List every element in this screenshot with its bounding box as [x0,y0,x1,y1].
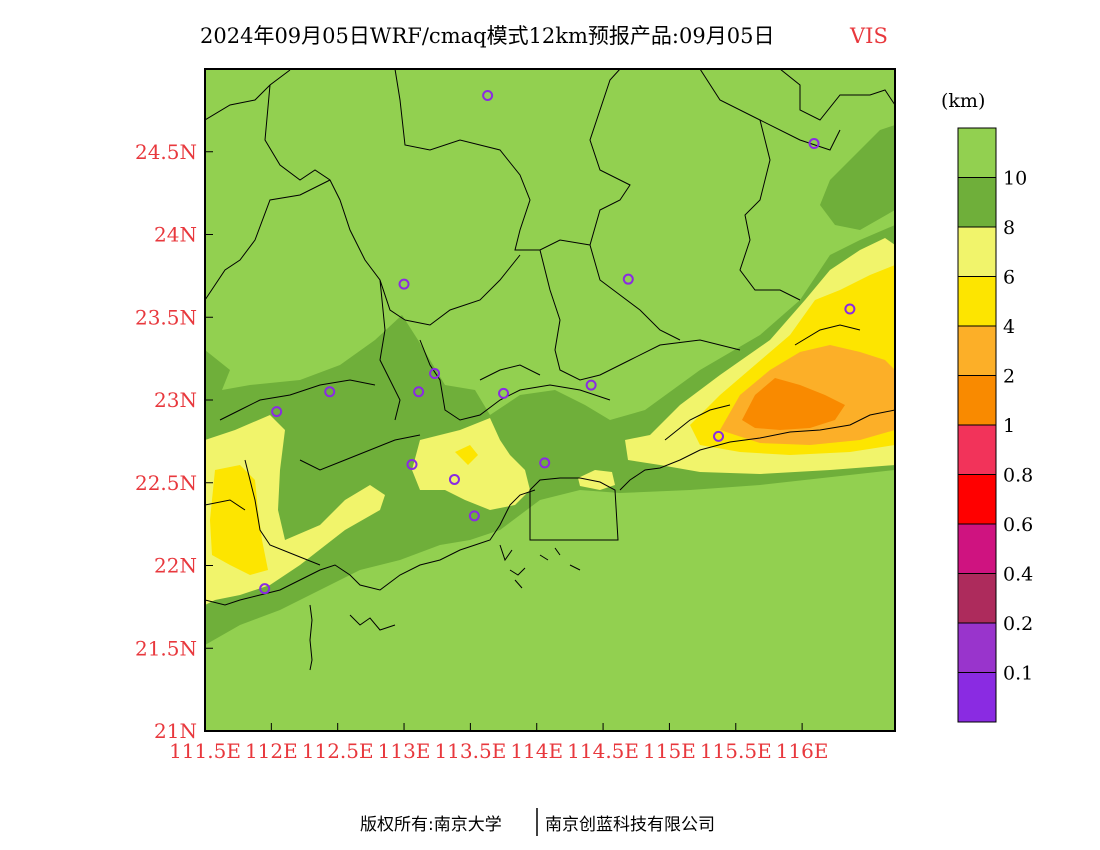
vis-band-1 [742,378,845,430]
city-marker [498,387,510,399]
city-marker [844,303,856,315]
x-tick-label: 115.5E [700,739,772,763]
legend-label: 4 [1003,316,1015,338]
admin-boundaries [205,69,895,566]
city-marker [429,368,441,380]
legend-swatch [957,276,997,327]
legend-label: 0.6 [1003,514,1033,536]
x-tick-label: 114E [510,739,563,763]
city-marker [539,457,551,469]
legend-swatch [957,375,997,426]
x-tick-label: 115E [643,739,696,763]
y-axis: 21N 21.5N 22N 22.5N 23N 23.5N 24N 24.5N [135,140,213,743]
city-marker [482,89,494,101]
legend-swatch [957,523,997,574]
legend-swatch [957,127,997,178]
city-marker [259,583,271,595]
city-marker [413,386,425,398]
city-marker [713,430,725,442]
legend-swatch [957,177,997,228]
x-tick-label: 116E [776,739,829,763]
y-tick-label: 22.5N [135,471,197,495]
x-tick-label: 112E [245,739,298,763]
city-marker [324,386,336,398]
x-tick-label: 112.5E [302,739,374,763]
vis-band-6-prd [412,418,530,510]
legend-label: 0.4 [1003,564,1033,586]
x-tick-label: 113E [378,739,431,763]
legend-label: 0.2 [1003,613,1033,635]
vis-band-8-coast [205,225,895,645]
legend-label: 0.1 [1003,663,1033,685]
city-markers [259,89,856,595]
legend-unit: (km) [941,90,985,112]
y-tick-label: 21N [154,719,197,743]
legend-swatch [957,622,997,673]
x-tick-label: 111.5E [169,739,241,763]
legend-label: 0.8 [1003,465,1033,487]
legend: 10 8 6 4 2 1 0.8 0.6 0.4 0.2 0.1 [957,127,1033,723]
y-tick-label: 24N [154,223,197,247]
city-marker [808,137,820,149]
legend-label: 6 [1003,267,1015,289]
city-marker [622,273,634,285]
legend-label: 8 [1003,217,1015,239]
vis-band-4-prd [455,445,478,465]
legend-swatch [957,325,997,376]
map-area [205,69,895,731]
legend-swatch [957,672,997,723]
chart-variable-label: VIS [849,24,888,48]
footer-company: 南京创蓝科技有限公司 [545,815,715,835]
y-tick-label: 21.5N [135,636,197,660]
city-marker [271,406,283,418]
city-marker [448,473,460,485]
x-tick-label: 113.5E [434,739,506,763]
legend-swatch [957,474,997,525]
legend-swatch [957,226,997,277]
city-marker [585,379,597,391]
legend-swatch [957,424,997,475]
vis-band-8-northeast [820,125,895,230]
city-marker [398,278,410,290]
x-tick-label: 114.5E [567,739,639,763]
legend-label: 1 [1003,415,1015,437]
city-marker [406,459,418,471]
y-tick-label: 24.5N [135,140,197,164]
x-axis: 111.5E 112E 112.5E 113E 113.5E 114E 114.5E 115E… [169,723,829,763]
city-marker [468,510,480,522]
legend-swatch [957,573,997,624]
chart-title: 2024年09月05日WRF/cmaq模式12km预报产品:09月05日 [200,24,774,48]
y-tick-label: 23N [154,388,197,412]
footer-copyright: 版权所有:南京大学 [360,815,502,835]
legend-label: 10 [1003,168,1027,190]
y-tick-label: 23.5N [135,305,197,329]
legend-label: 2 [1003,366,1015,388]
y-tick-label: 22N [154,554,197,578]
